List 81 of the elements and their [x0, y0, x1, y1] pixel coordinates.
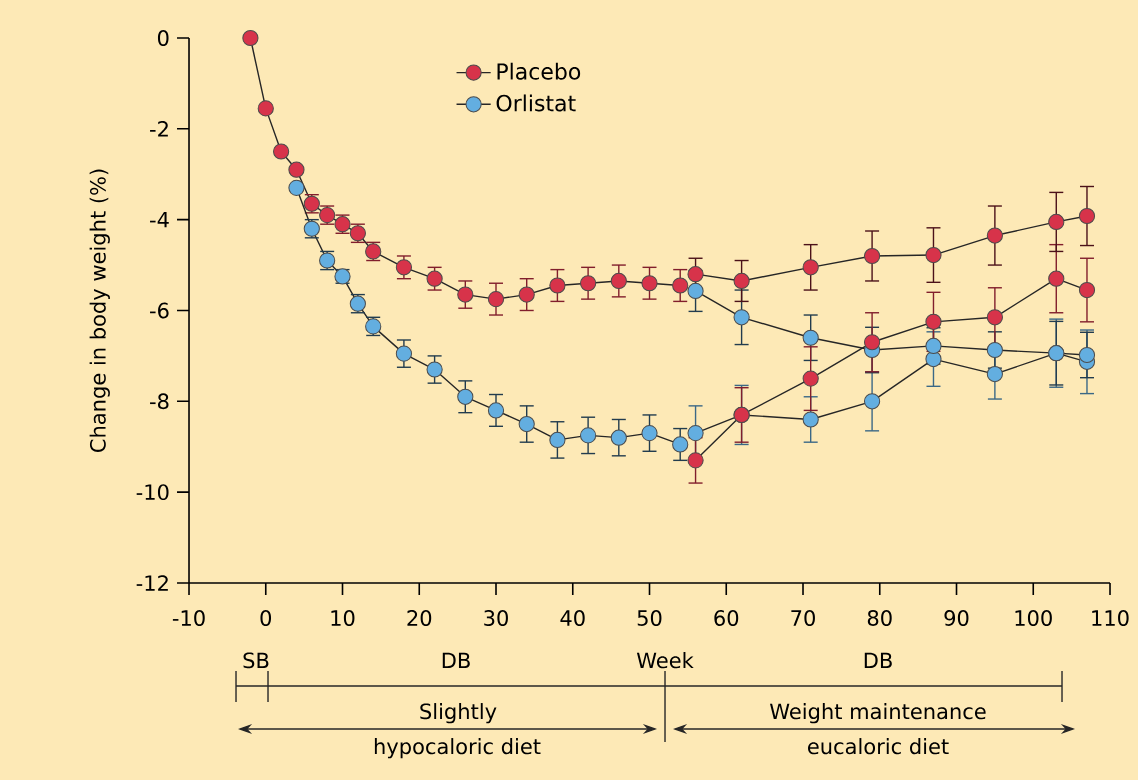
- point: [641, 275, 658, 292]
- point: [925, 337, 942, 355]
- point: [580, 427, 597, 444]
- x-tick-label: 80: [867, 610, 892, 626]
- legend-label: Orlistat: [496, 94, 576, 112]
- point: [242, 29, 259, 47]
- x-tick-label: 40: [560, 610, 585, 626]
- x-tick-label: 100: [1015, 610, 1052, 626]
- y-axis-title: Change in body weight (%): [89, 169, 110, 452]
- point: [672, 436, 689, 453]
- point: [288, 179, 305, 196]
- point: [426, 361, 443, 378]
- point: [1078, 281, 1096, 299]
- x-tick-label: 0: [260, 610, 272, 626]
- text: SB: [243, 652, 269, 669]
- point: [549, 277, 566, 294]
- point: [986, 365, 1003, 383]
- legend-label: Placebo: [497, 62, 581, 80]
- text: eucaloric diet: [808, 738, 949, 755]
- point: [1078, 207, 1096, 225]
- x-tick-label: 30: [484, 610, 508, 626]
- point: [580, 275, 597, 292]
- x-axis-title: Week: [636, 652, 694, 669]
- point: [863, 393, 881, 410]
- point: [1048, 213, 1065, 231]
- point: [986, 227, 1003, 244]
- text: Slightly: [420, 703, 497, 724]
- y-tick-label: -8: [150, 393, 169, 410]
- point: [641, 425, 658, 442]
- y-tick-label: 0: [157, 30, 169, 46]
- point: [733, 309, 750, 326]
- point: [986, 341, 1003, 359]
- point: [1048, 270, 1065, 287]
- point: [925, 313, 942, 330]
- point: [802, 370, 819, 387]
- point: [802, 411, 819, 428]
- x-tick-label: 60: [714, 610, 739, 626]
- point: [610, 429, 627, 446]
- point: [802, 259, 819, 276]
- point: [687, 452, 704, 469]
- point: [986, 309, 1003, 326]
- text: Weight maintenance: [770, 703, 986, 724]
- point: [257, 100, 274, 117]
- x-tick-label: 50: [637, 610, 662, 626]
- point: [288, 161, 305, 178]
- point: [273, 143, 290, 160]
- point: [395, 259, 413, 276]
- point: [426, 270, 443, 287]
- point: [925, 246, 942, 264]
- text: DB: [442, 652, 470, 668]
- point: [487, 291, 505, 308]
- point: [863, 247, 881, 265]
- point: [518, 286, 535, 303]
- point: [863, 334, 881, 351]
- x-tick-label: 90: [944, 610, 969, 626]
- point: [610, 272, 627, 290]
- y-tick-label: -12: [136, 575, 168, 591]
- x-tick-label: 10: [331, 610, 355, 626]
- y-tick-label: -6: [150, 302, 169, 319]
- point: [395, 345, 413, 362]
- point: [672, 277, 689, 294]
- point: [1078, 346, 1096, 364]
- point: [687, 266, 704, 283]
- point: [487, 402, 505, 419]
- point: [549, 431, 566, 449]
- point: [733, 272, 750, 290]
- text: DB: [864, 652, 892, 668]
- y-tick-label: -10: [136, 484, 169, 501]
- point: [802, 329, 819, 346]
- point: [687, 425, 704, 442]
- x-tick-label: 20: [407, 610, 432, 626]
- point: [687, 282, 704, 300]
- x-tick-label: 70: [791, 610, 815, 626]
- x-tick-label: -10: [172, 610, 205, 626]
- y-tick-label: -4: [150, 212, 169, 228]
- text: hypocaloric diet: [374, 738, 541, 759]
- x-tick-label: 110: [1092, 610, 1129, 626]
- point: [518, 415, 535, 433]
- point: [457, 286, 474, 303]
- point: [457, 388, 474, 405]
- y-tick-label: -2: [150, 121, 168, 137]
